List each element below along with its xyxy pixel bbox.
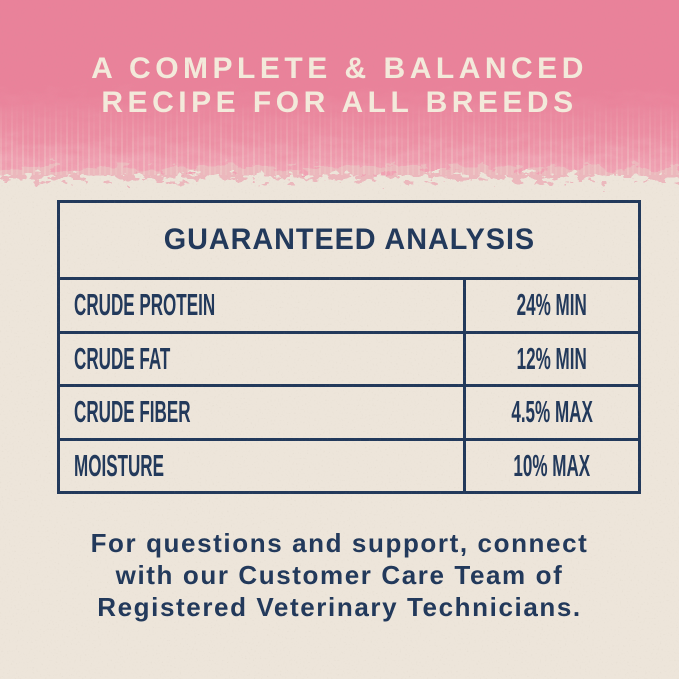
table-row: MOISTURE 10% MAX xyxy=(60,440,638,492)
table-row: CRUDE PROTEIN 24% MIN xyxy=(60,280,638,334)
table-cell-value: 4.5% MAX xyxy=(463,387,638,438)
table-row: CRUDE FAT 12% MIN xyxy=(60,333,638,387)
guaranteed-analysis-table: GUARANTEED ANALYSIS CRUDE PROTEIN 24% MI… xyxy=(57,200,641,494)
row-label-crude-fiber: CRUDE FIBER xyxy=(74,394,191,430)
support-text-line1: For questions and support, connect xyxy=(90,528,589,558)
row-value-crude-protein: 24% MIN xyxy=(516,287,588,323)
table-cell-value: 24% MIN xyxy=(463,280,638,331)
table-row: CRUDE FIBER 4.5% MAX xyxy=(60,387,638,441)
table-cell-value: 10% MAX xyxy=(463,440,638,491)
pink-paint-band: A COMPLETE & BALANCED RECIPE FOR ALL BRE… xyxy=(0,0,679,215)
table-cell-label: CRUDE PROTEIN xyxy=(60,280,463,331)
row-label-moisture: MOISTURE xyxy=(74,447,164,483)
row-value-moisture: 10% MAX xyxy=(513,447,591,483)
row-value-crude-fat: 12% MIN xyxy=(516,340,588,376)
support-text-line3: Registered Veterinary Technicians. xyxy=(97,592,582,622)
table-cell-label: CRUDE FAT xyxy=(60,334,463,385)
banner-heading-line1: A COMPLETE & BALANCED xyxy=(91,52,588,85)
table-title-row: GUARANTEED ANALYSIS xyxy=(60,203,638,280)
table-cell-value: 12% MIN xyxy=(463,333,638,384)
row-value-crude-fiber: 4.5% MAX xyxy=(511,394,593,430)
support-text: For questions and support, connect with … xyxy=(0,527,679,623)
table-cell-label: MOISTURE xyxy=(60,441,463,492)
table-title: GUARANTEED ANALYSIS xyxy=(163,223,535,256)
row-label-crude-fat: CRUDE FAT xyxy=(74,340,171,376)
table-cell-label: CRUDE FIBER xyxy=(60,387,463,438)
banner-heading-line2: RECIPE FOR ALL BREEDS xyxy=(101,86,578,119)
row-label-crude-protein: CRUDE PROTEIN xyxy=(74,287,216,323)
support-text-line2: with our Customer Care Team of xyxy=(115,560,564,590)
banner-heading: A COMPLETE & BALANCED RECIPE FOR ALL BRE… xyxy=(0,52,679,120)
